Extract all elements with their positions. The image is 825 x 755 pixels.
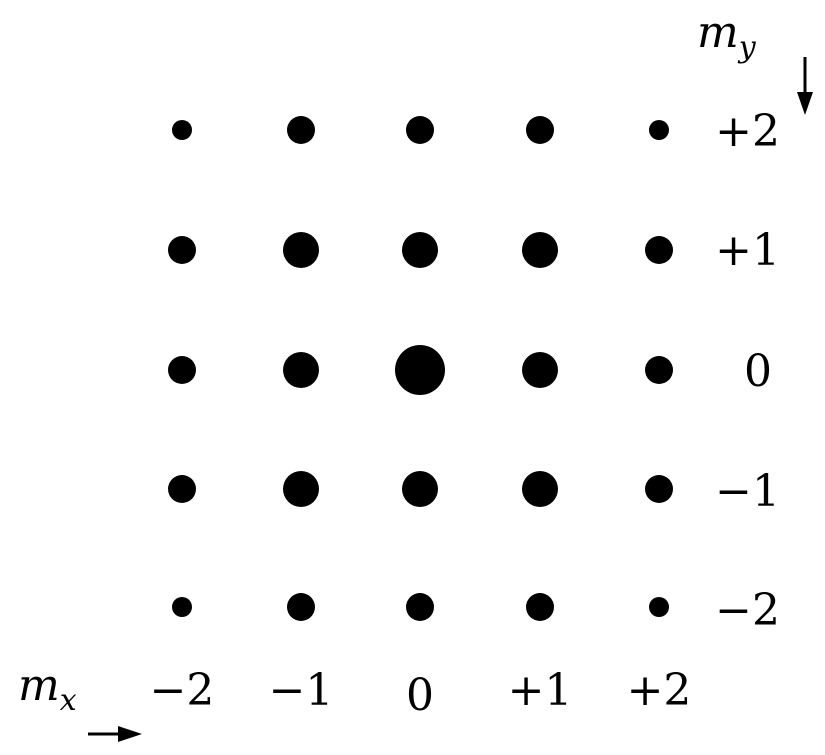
y-tick-label: −2 [715, 585, 780, 636]
x-tick-label: +1 [508, 665, 573, 716]
x-tick-label: −1 [269, 665, 334, 716]
y-axis-label-main: m [697, 7, 739, 58]
mode-dot [287, 593, 315, 621]
mode-dot [645, 475, 673, 503]
y-tick-label: −1 [715, 466, 780, 517]
y-tick-label: +1 [715, 225, 780, 276]
y-tick-label: 0 [744, 346, 772, 397]
mode-dot [283, 471, 319, 507]
mode-dot [168, 356, 196, 384]
y-axis-label: my [697, 7, 757, 65]
mode-dot [287, 116, 315, 144]
dot-grid [168, 116, 673, 621]
y-axis-arrow-icon [797, 57, 813, 115]
x-tick-label: +2 [627, 665, 692, 716]
mode-dot [402, 232, 438, 268]
mode-dot [406, 116, 434, 144]
mode-dot [645, 356, 673, 384]
y-axis-label-subscript: y [737, 30, 757, 65]
mode-dot [283, 232, 319, 268]
x-tick-label: −2 [150, 665, 215, 716]
x-tick-labels: −2 −1 0 +1 +2 [150, 665, 692, 721]
mode-dot [172, 597, 192, 617]
x-axis-label: mx [18, 660, 77, 718]
x-axis-label-subscript: x [60, 683, 77, 718]
mode-dot [168, 475, 196, 503]
x-axis-label-main: m [18, 660, 60, 711]
mode-dot [406, 593, 434, 621]
mode-dot [649, 120, 669, 140]
mode-dot [522, 352, 558, 388]
mode-dot [172, 120, 192, 140]
mode-dot [526, 593, 554, 621]
y-tick-label: +2 [715, 106, 780, 157]
mode-dot [168, 236, 196, 264]
mode-dot [645, 236, 673, 264]
mode-dot [526, 116, 554, 144]
mode-dot [649, 597, 669, 617]
mode-dot [402, 471, 438, 507]
x-axis-arrow-icon [88, 726, 142, 742]
y-tick-labels: +2 +1 0 −1 −2 [715, 106, 780, 636]
mode-dot [395, 345, 445, 395]
x-tick-label: 0 [406, 670, 434, 721]
mode-dot [522, 232, 558, 268]
mode-dot [283, 352, 319, 388]
mode-dot [522, 471, 558, 507]
